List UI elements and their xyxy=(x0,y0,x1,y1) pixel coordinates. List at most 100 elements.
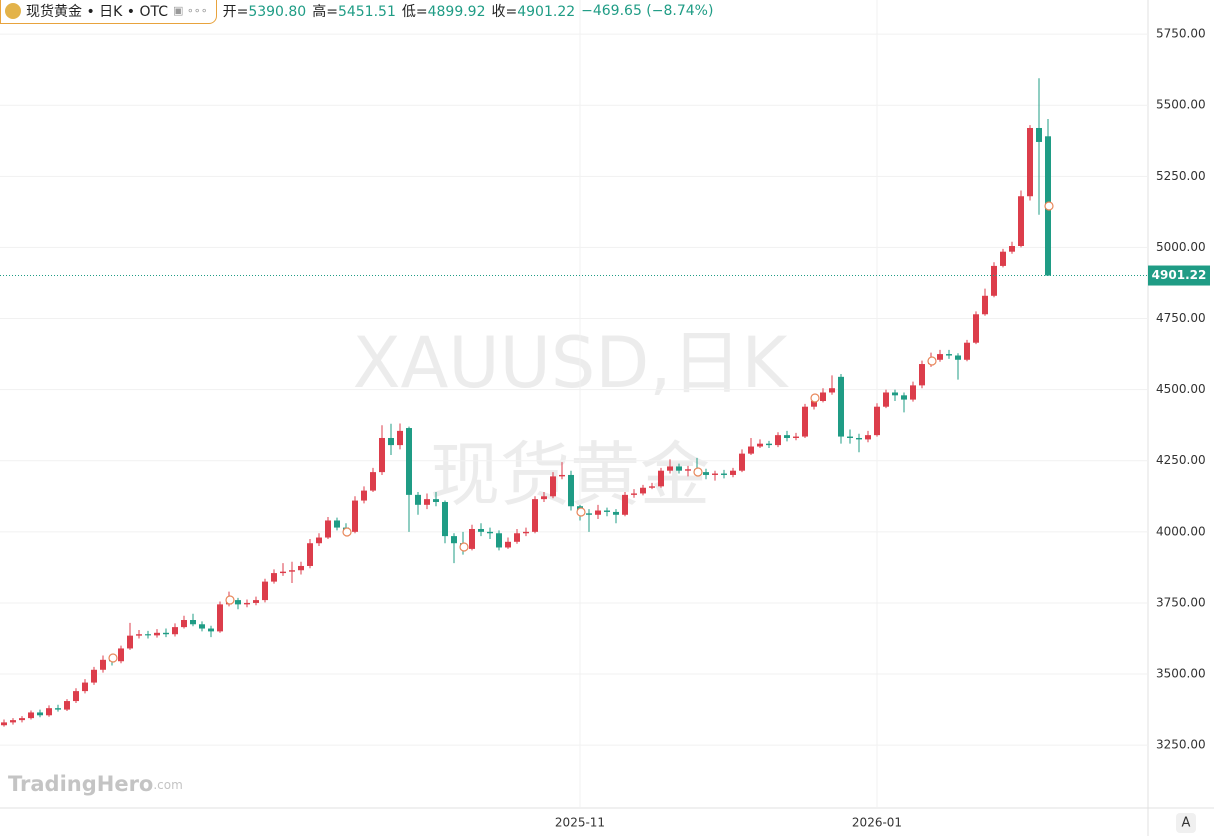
field-value: 4901.22 xyxy=(517,4,576,20)
candle-body xyxy=(640,487,646,494)
candle-body xyxy=(271,573,277,582)
candle-body xyxy=(19,718,25,721)
candle-body xyxy=(775,435,781,446)
candle-body xyxy=(973,314,979,343)
candle-body xyxy=(127,635,133,649)
candle-body xyxy=(784,435,790,438)
candle-body xyxy=(415,494,421,505)
logo: TradingHero.com xyxy=(8,772,183,796)
y-tick-label: 4000.00 xyxy=(1156,524,1206,538)
candle-body xyxy=(478,528,484,532)
candle-body xyxy=(631,493,637,495)
candle-body xyxy=(757,443,763,447)
logo-suffix: .com xyxy=(153,778,182,792)
candle-body xyxy=(352,500,358,532)
candle-body xyxy=(469,528,475,549)
candle-body xyxy=(172,627,178,635)
candle-body xyxy=(595,510,601,515)
y-tick-label: 4750.00 xyxy=(1156,311,1206,325)
candle-body xyxy=(46,708,52,716)
candle-body xyxy=(622,494,628,515)
candle-body xyxy=(199,624,205,629)
candle-body xyxy=(937,354,943,360)
scale-button[interactable] xyxy=(1176,813,1196,833)
event-marker xyxy=(459,542,469,552)
field-value: 5390.80 xyxy=(248,4,307,20)
candle-body xyxy=(856,437,862,440)
candle-body xyxy=(244,602,250,605)
candle-body xyxy=(982,295,988,315)
candle-body xyxy=(163,632,169,635)
candle-body xyxy=(541,496,547,500)
ohlc-field: 低=4899.92 xyxy=(402,4,486,20)
candle-body xyxy=(658,470,664,487)
candle-body xyxy=(289,570,295,572)
candle-body xyxy=(883,392,889,407)
x-tick-label: 2026-01 xyxy=(852,816,902,830)
field-label: 收= xyxy=(491,4,518,20)
candle-body xyxy=(1,722,7,726)
candle-body xyxy=(946,354,952,356)
candle-body xyxy=(1009,246,1015,252)
y-tick-label: 5250.00 xyxy=(1156,169,1206,183)
candle-body xyxy=(181,620,187,628)
symbol-icon xyxy=(5,2,21,19)
change: −469.65 (−8.74%) xyxy=(581,3,714,19)
candle-body xyxy=(523,531,529,534)
y-tick-label: 3500.00 xyxy=(1156,667,1206,681)
candle-body xyxy=(793,436,799,438)
candle-body xyxy=(208,628,214,632)
candle-body xyxy=(514,533,520,542)
candle-body xyxy=(550,476,556,497)
candle-body xyxy=(316,537,322,544)
candle-body xyxy=(991,265,997,296)
candle-body xyxy=(298,565,304,571)
scale-button-label[interactable]: A xyxy=(1182,816,1191,831)
field-label: 开= xyxy=(222,4,249,20)
symbol-badge[interactable]: 现货黄金 • 日K • OTC ▣ ∘∘∘ xyxy=(0,0,217,24)
candle-body xyxy=(1018,196,1024,247)
candle-body xyxy=(28,712,34,719)
y-tick-label: 5750.00 xyxy=(1156,27,1206,41)
field-value: 5451.51 xyxy=(337,4,396,20)
candle-body xyxy=(847,436,853,438)
candle-body xyxy=(964,342,970,360)
candle-body xyxy=(118,648,124,662)
y-tick-label: 4500.00 xyxy=(1156,382,1206,396)
y-tick-label: 3250.00 xyxy=(1156,738,1206,752)
candle-body xyxy=(235,600,241,605)
candle-body xyxy=(685,469,691,471)
logo-name: TradingHero xyxy=(8,772,153,796)
candle-body xyxy=(712,473,718,475)
candle-body xyxy=(253,600,259,603)
menu-dots[interactable]: ▣ ∘∘∘ xyxy=(173,4,208,17)
y-tick-label: 4250.00 xyxy=(1156,453,1206,467)
event-marker xyxy=(108,653,118,663)
candle-body xyxy=(487,531,493,534)
candle-body xyxy=(613,511,619,515)
candle-body xyxy=(370,472,376,491)
candle-body xyxy=(100,659,106,670)
candle-body xyxy=(838,376,844,437)
candle-body xyxy=(361,490,367,501)
candle-body xyxy=(406,428,412,495)
candle-body xyxy=(532,499,538,532)
candle-body xyxy=(730,470,736,475)
candle-body xyxy=(424,499,430,505)
candle-body xyxy=(10,720,16,723)
field-label: 低= xyxy=(401,4,428,20)
candle-body xyxy=(334,520,340,528)
candle-body xyxy=(451,536,457,544)
candle-body xyxy=(37,712,43,716)
event-marker xyxy=(342,527,352,537)
symbol: 现货黄金 • 日K • OTC xyxy=(26,3,169,20)
candle-body xyxy=(721,473,727,475)
event-marker xyxy=(693,467,703,477)
candle-body xyxy=(892,392,898,396)
candle-body xyxy=(1036,127,1042,142)
y-tick-label: 5000.00 xyxy=(1156,240,1206,254)
ohlc-field: 开=5390.80 xyxy=(223,4,307,20)
candle-body xyxy=(496,533,502,548)
candle-body xyxy=(190,620,196,625)
